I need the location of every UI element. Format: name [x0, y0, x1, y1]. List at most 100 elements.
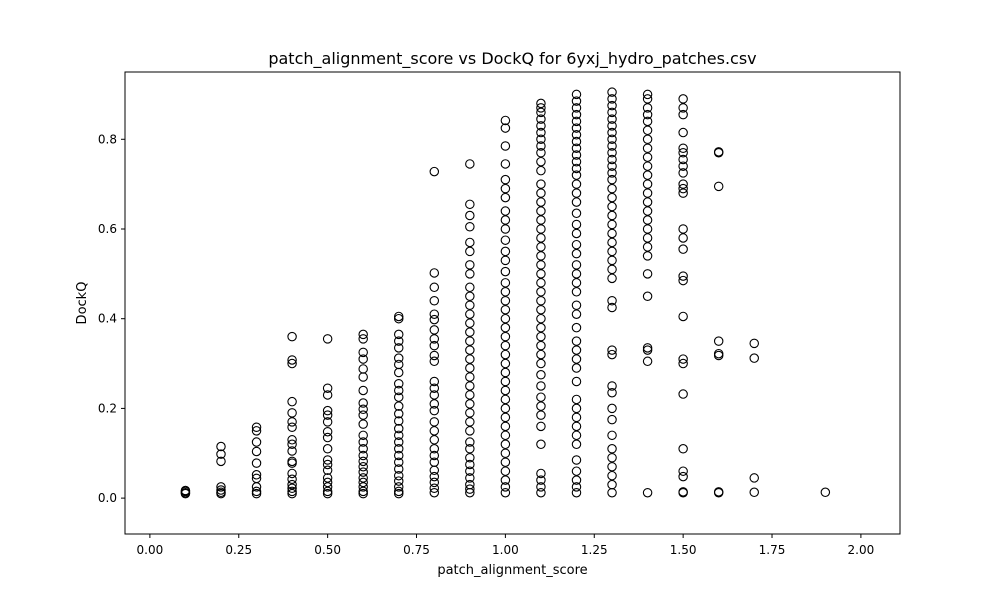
- data-point: [536, 358, 546, 369]
- data-point: [358, 430, 368, 441]
- data-point: [571, 421, 582, 432]
- data-point: [393, 437, 404, 447]
- data-point: [216, 449, 226, 459]
- data-point: [358, 473, 368, 483]
- plot-area-frame: [124, 71, 901, 535]
- data-point: [536, 287, 546, 297]
- data-point: [571, 309, 582, 319]
- data-point: [642, 345, 653, 355]
- data-point: [429, 314, 440, 325]
- data-point: [607, 452, 617, 463]
- data-point: [393, 401, 404, 411]
- data-point: [358, 444, 368, 454]
- data-point: [571, 363, 582, 373]
- data-point: [500, 430, 511, 441]
- data-point: [536, 421, 546, 432]
- data-point: [536, 224, 546, 234]
- data-point: [500, 246, 511, 257]
- data-point: [607, 174, 617, 185]
- data-point: [642, 233, 653, 243]
- x-tick-label: 0.50: [314, 543, 341, 557]
- data-point: [465, 473, 475, 483]
- data-point: [465, 269, 475, 279]
- data-point: [322, 477, 333, 488]
- y-tick-label: 0.8: [98, 132, 117, 146]
- data-point: [393, 385, 404, 396]
- data-point: [536, 103, 546, 113]
- x-tick-label: 2.00: [848, 543, 875, 557]
- data-point: [536, 141, 546, 151]
- data-point: [571, 96, 582, 106]
- data-point: [465, 399, 475, 409]
- data-point: [607, 237, 617, 248]
- data-point: [465, 381, 475, 391]
- data-point: [287, 488, 297, 499]
- data-point: [571, 143, 582, 154]
- data-point: [180, 488, 191, 499]
- data-point: [465, 159, 475, 169]
- data-point: [287, 468, 297, 479]
- data-point: [322, 465, 333, 476]
- data-point: [642, 188, 653, 198]
- data-point: [500, 394, 511, 405]
- data-point: [500, 367, 511, 378]
- data-point: [607, 444, 617, 454]
- data-point: [393, 444, 404, 454]
- data-point: [465, 260, 475, 270]
- data-point: [287, 483, 297, 493]
- data-point: [429, 471, 440, 482]
- data-point: [429, 282, 440, 293]
- data-point: [393, 378, 404, 389]
- data-point: [429, 268, 440, 278]
- data-point: [571, 179, 582, 189]
- data-point: [465, 437, 475, 447]
- data-point: [571, 466, 582, 476]
- data-point: [465, 372, 475, 382]
- data-point: [287, 396, 297, 407]
- data-point: [358, 347, 368, 358]
- data-point: [536, 233, 546, 243]
- data-point: [429, 405, 440, 416]
- data-point: [678, 358, 688, 369]
- data-point: [322, 417, 333, 427]
- data-point: [607, 349, 617, 360]
- data-point: [642, 215, 653, 225]
- data-point: [607, 201, 617, 212]
- data-point: [678, 224, 688, 234]
- data-point: [393, 409, 404, 419]
- data-point: [678, 154, 688, 165]
- data-point: [678, 103, 688, 113]
- data-point: [571, 197, 582, 207]
- data-point: [500, 266, 511, 277]
- data-point: [713, 181, 724, 192]
- data-point: [607, 228, 617, 239]
- data-point: [465, 390, 475, 400]
- data-point: [571, 287, 582, 297]
- data-point: [642, 89, 653, 100]
- data-point: [322, 426, 333, 437]
- data-point: [429, 426, 440, 436]
- data-point: [216, 441, 226, 452]
- data-point: [216, 488, 226, 499]
- data-point: [216, 485, 226, 495]
- data-point: [465, 318, 475, 328]
- data-point: [500, 457, 511, 467]
- data-point: [500, 331, 511, 342]
- data-point: [465, 466, 475, 476]
- data-point: [607, 487, 617, 498]
- data-point: [678, 179, 688, 189]
- data-point: [429, 444, 440, 454]
- data-point: [429, 483, 440, 493]
- data-point: [642, 152, 653, 162]
- data-point: [678, 354, 688, 364]
- data-point: [429, 383, 440, 393]
- data-point: [322, 410, 333, 420]
- data-point: [642, 197, 653, 207]
- data-point: [571, 156, 582, 167]
- data-point: [642, 94, 653, 104]
- data-point: [749, 473, 759, 483]
- data-point: [500, 183, 511, 194]
- data-point: [571, 116, 582, 127]
- data-point: [500, 287, 511, 297]
